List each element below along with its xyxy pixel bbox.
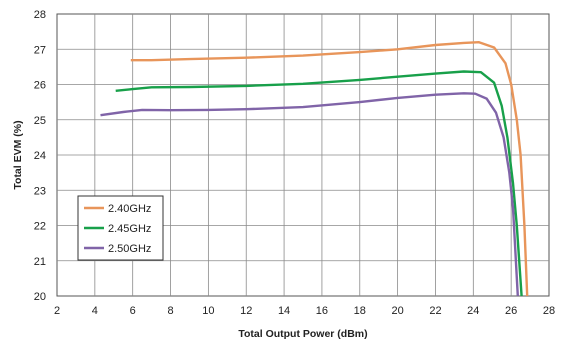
x-tick-label: 14	[278, 305, 290, 317]
y-tick-label: 22	[34, 221, 46, 233]
y-axis: 20 21 22 23 24 25 26 27 28	[34, 9, 46, 303]
legend-label: 2.40GHz	[108, 203, 151, 215]
x-tick-label: 4	[92, 305, 98, 317]
legend-label: 2.45GHz	[108, 223, 151, 235]
x-axis: 2 4 6 8 10 12 14 16 18 20 22 24 26 28	[54, 305, 555, 317]
y-tick-label: 20	[34, 291, 46, 303]
y-tick-label: 25	[34, 115, 46, 127]
x-tick-label: 8	[167, 305, 173, 317]
y-tick-label: 24	[34, 150, 46, 162]
x-tick-label: 2	[54, 305, 60, 317]
series-line-2.45GHz	[115, 70, 523, 297]
x-tick-label: 28	[543, 305, 555, 317]
x-tick-label: 10	[202, 305, 214, 317]
y-tick-label: 21	[34, 256, 46, 268]
x-tick-label: 24	[467, 305, 479, 317]
legend-label: 2.50GHz	[108, 243, 151, 255]
y-tick-label: 23	[34, 185, 46, 197]
x-axis-label: Total Output Power (dBm)	[238, 328, 367, 340]
series-layer	[100, 41, 529, 297]
series-line-2.40GHz	[130, 41, 529, 297]
series-line-2.50GHz	[100, 92, 519, 297]
x-tick-label: 16	[316, 305, 328, 317]
legend: 2.40GHz 2.45GHz 2.50GHz	[77, 195, 164, 261]
x-tick-label: 22	[429, 305, 441, 317]
x-tick-label: 12	[240, 305, 252, 317]
x-tick-label: 6	[130, 305, 136, 317]
x-tick-label: 20	[391, 305, 403, 317]
x-tick-label: 26	[505, 305, 517, 317]
y-tick-label: 26	[34, 80, 46, 92]
y-tick-label: 28	[34, 9, 46, 21]
y-axis-label: Total EVM (%)	[12, 120, 24, 189]
x-tick-label: 18	[354, 305, 366, 317]
y-tick-label: 27	[34, 44, 46, 56]
